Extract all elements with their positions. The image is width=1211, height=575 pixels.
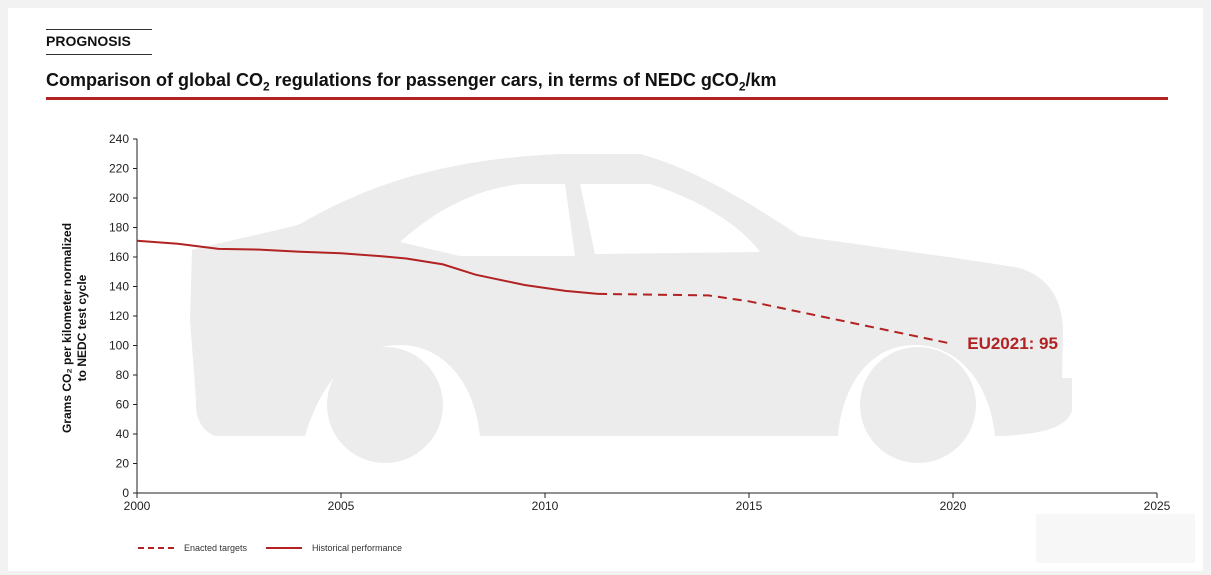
- chart-axes: 0 20 40 60 80 100 120 140 160 180 200 220 240 2000 200…: [109, 132, 1171, 513]
- x-tick-label: 2015: [736, 499, 763, 513]
- chart-title-part: Comparison of global CO: [46, 70, 264, 90]
- y-tick-label: 220: [109, 162, 129, 176]
- x-tick-label: 2005: [328, 499, 355, 513]
- y-axis-title-line: Grams CO₂ per kilometer normalized: [60, 223, 74, 433]
- y-tick-label: 40: [116, 427, 130, 441]
- chart-title-part: regulations for passenger cars, in terms…: [269, 70, 739, 90]
- x-tick-label: 2000: [124, 499, 151, 513]
- y-tick-label: 120: [109, 309, 129, 323]
- x-tick-label: 2020: [940, 499, 967, 513]
- y-tick-label: 200: [109, 191, 129, 205]
- legend-label: Historical performance: [312, 543, 402, 553]
- chart-legend: Enacted targets Historical performance: [138, 543, 402, 553]
- y-axis-title-line: to NEDC test cycle: [75, 274, 89, 381]
- chart-title-subscript: 2: [263, 79, 270, 94]
- y-tick-label: 80: [116, 368, 130, 382]
- chart-title-part: /km: [745, 70, 777, 90]
- chart-annotations: EU2021: 95: [967, 334, 1058, 353]
- section-kicker: PROGNOSIS: [46, 33, 131, 49]
- y-tick-label: 0: [122, 486, 129, 500]
- historical-performance-line: [136, 239, 599, 295]
- legend-label: Enacted targets: [184, 543, 248, 553]
- chart-series-group: [136, 239, 954, 345]
- y-tick-label: 240: [109, 132, 129, 146]
- y-tick-label: 60: [116, 398, 130, 412]
- target-annotation: EU2021: 95: [967, 334, 1058, 353]
- y-tick-label: 100: [109, 339, 129, 353]
- chart-title: Comparison of global CO2 regulations for…: [46, 70, 777, 94]
- blank-panel: [1036, 514, 1195, 563]
- y-tick-label: 140: [109, 280, 129, 294]
- kicker-bottom-rule: [46, 54, 152, 55]
- y-tick-label: 180: [109, 221, 129, 235]
- y-tick-label: 20: [116, 457, 130, 471]
- car-silhouette-illustration: [190, 154, 1072, 463]
- y-axis-title: Grams CO₂ per kilometer normalized to NED…: [60, 223, 89, 433]
- kicker-top-rule: [46, 29, 152, 30]
- x-tick-label: 2010: [532, 499, 559, 513]
- chart-title-subscript: 2: [738, 79, 746, 94]
- y-tick-label: 160: [109, 250, 129, 264]
- x-tick-label: 2025: [1144, 499, 1171, 513]
- enacted-targets-line: [597, 292, 954, 345]
- title-underline: [46, 97, 1168, 100]
